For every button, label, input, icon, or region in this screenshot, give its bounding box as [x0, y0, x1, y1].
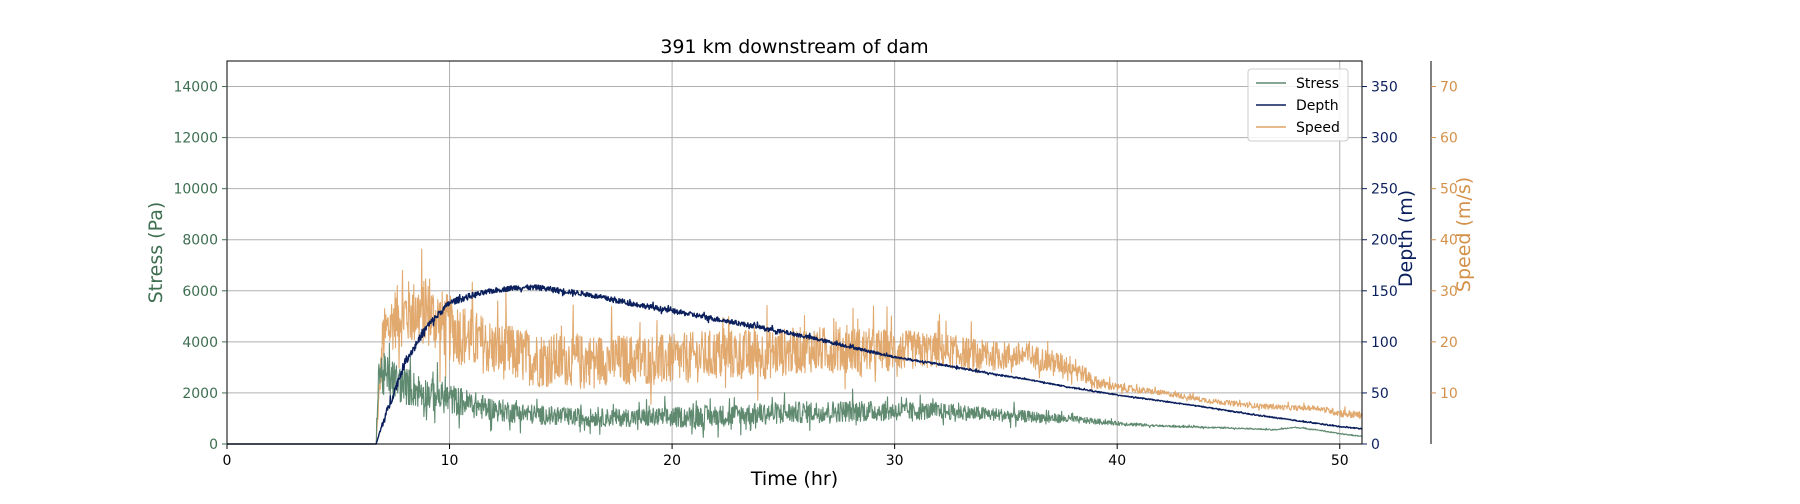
y-tick-label: 10	[1440, 386, 1458, 402]
y-tick-label: 2000	[182, 386, 218, 402]
y-tick-label: 14000	[173, 80, 218, 96]
y-tick-label: 8000	[182, 233, 218, 249]
x-tick-label: 50	[1331, 453, 1349, 469]
x-axis-title: Time (hr)	[750, 468, 838, 490]
x-tick-label: 10	[441, 453, 459, 469]
stress-axis-title: Stress (Pa)	[145, 202, 167, 304]
depth-axis: 0 50 100 150 200 250 300 350	[1362, 80, 1398, 453]
speed-axis: 10 20 30 40 50 60 70	[1430, 61, 1458, 444]
y-tick-label: 10000	[173, 182, 218, 198]
plot-frame	[226, 60, 1363, 445]
series-line-stress	[226, 342, 1363, 445]
stress-axis: 0 2000 4000 6000 8000 10000 12000 14000	[173, 80, 227, 453]
y-tick-label: 0	[209, 437, 218, 453]
legend: Stress Depth Speed	[1247, 68, 1349, 142]
y-tick-label: 50	[1371, 386, 1389, 402]
y-tick-label: 6000	[182, 284, 218, 300]
y-tick-label: 100	[1371, 335, 1398, 351]
x-axis: 0 10 20 30 40 50	[223, 444, 1349, 469]
y-tick-label: 70	[1440, 80, 1458, 96]
legend-label-stress: Stress	[1296, 76, 1339, 92]
plot-series	[226, 248, 1363, 445]
y-tick-label: 20	[1440, 335, 1458, 351]
y-tick-label: 12000	[173, 131, 218, 147]
series-line-speed	[226, 248, 1363, 445]
y-tick-label: 300	[1371, 131, 1398, 147]
legend-box	[1247, 68, 1349, 142]
y-tick-label: 30	[1440, 284, 1458, 300]
legend-label-depth: Depth	[1296, 98, 1339, 114]
y-tick-label: 150	[1371, 284, 1398, 300]
y-tick-label: 200	[1371, 233, 1398, 249]
x-tick-label: 40	[1108, 453, 1126, 469]
y-tick-label: 50	[1440, 182, 1458, 198]
y-tick-label: 60	[1440, 131, 1458, 147]
y-tick-label: 0	[1371, 437, 1380, 453]
y-tick-label: 4000	[182, 335, 218, 351]
x-tick-label: 0	[223, 453, 232, 469]
y-tick-label: 40	[1440, 233, 1458, 249]
y-tick-label: 350	[1371, 80, 1398, 96]
series-line-depth	[226, 284, 1363, 445]
speed-axis-title: Speed (m/s)	[1453, 177, 1475, 292]
chart-title: 391 km downstream of dam	[660, 36, 928, 58]
legend-label-speed: Speed	[1296, 120, 1340, 136]
x-tick-label: 20	[663, 453, 681, 469]
depth-axis-title: Depth (m)	[1395, 190, 1417, 287]
x-tick-label: 30	[886, 453, 904, 469]
y-tick-label: 250	[1371, 182, 1398, 198]
